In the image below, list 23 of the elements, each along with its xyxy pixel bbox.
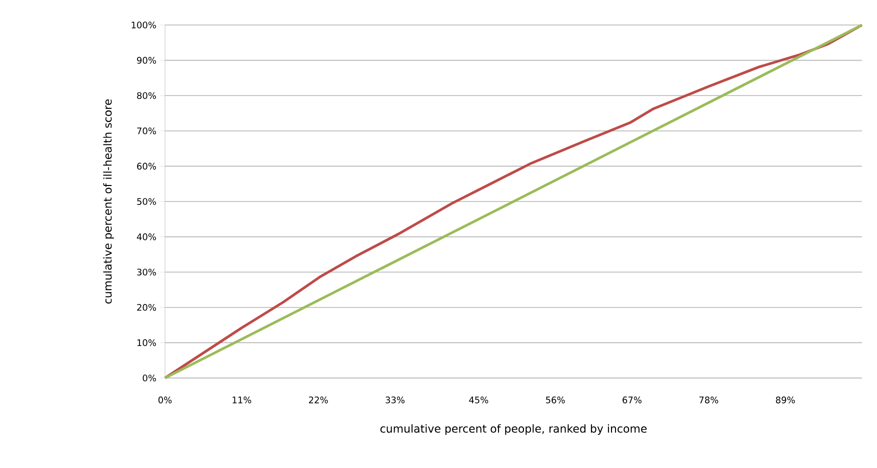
y-tick-label: 60% <box>137 162 156 170</box>
y-tick-label: 30% <box>137 268 156 276</box>
y-tick-label: 90% <box>137 56 156 64</box>
x-tick-label: 78% <box>699 396 718 404</box>
y-tick-label: 70% <box>137 127 156 134</box>
x-tick-label: 33% <box>386 396 405 404</box>
x-tick-label: 22% <box>309 396 328 404</box>
y-tick-label: 80% <box>137 92 156 99</box>
y-tick-label: 40% <box>136 233 156 240</box>
x-tick-label: 89% <box>776 396 795 404</box>
x-tick-label: 45% <box>469 396 488 404</box>
x-tick-label: 67% <box>622 396 642 404</box>
y-tick-label: 10% <box>137 339 156 346</box>
x-tick-label: 56% <box>546 396 565 404</box>
y-tick-label: 100% <box>132 22 156 28</box>
line-series <box>164 24 864 380</box>
y-axis-title: cumulative percent of ill-health score <box>103 99 114 304</box>
y-tick-label: 50% <box>137 198 156 205</box>
y-tick-label: 20% <box>137 304 156 311</box>
x-axis-title: cumulative percent of people, ranked by income <box>380 424 647 435</box>
x-tick-label: 11% <box>232 396 252 404</box>
x-tick-label: 0% <box>158 396 172 404</box>
y-tick-label: 0% <box>142 374 156 382</box>
